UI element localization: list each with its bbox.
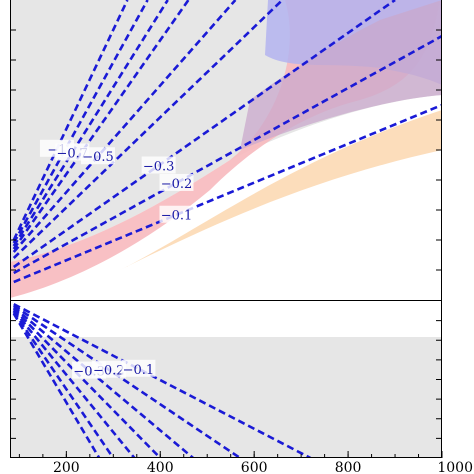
upper-contour-line-5 [12, 0, 284, 259]
lower-contour-label-5: −0.2 [93, 364, 125, 379]
upper-contour-line-4 [12, 0, 237, 253]
x-tick-label-1000: 1000 [437, 460, 473, 474]
upper-contour-label-4: −0.5 [82, 150, 114, 165]
upper-contour-line-6 [13, 0, 396, 269]
lower-contour-label-bg-5 [91, 360, 126, 378]
lower-white-strip [10, 301, 442, 337]
lower-gray-region [10, 337, 442, 458]
lower-contour-line-6 [13, 302, 312, 458]
lower-contour-line-1 [12, 311, 115, 458]
x-tick-label-400: 400 [147, 460, 174, 474]
series-layer [12, 0, 442, 458]
x-tick-label-800: 800 [335, 460, 362, 474]
lower-contour-line-3 [12, 307, 162, 458]
upper-contour-line-8 [13, 103, 442, 284]
tick-layer: 200 400 600 800 1000 [10, 29, 473, 474]
upper-contour-label-6: −0.3 [143, 160, 175, 175]
upper-contour-label-8: −0.1 [161, 209, 193, 224]
upper-mauve-band [240, 0, 442, 150]
lower-contour-line-2 [12, 309, 136, 458]
upper-contour-label-bg-8 [159, 205, 194, 223]
lower-contour-line-5 [13, 304, 241, 458]
lower-panel-fills [10, 301, 442, 458]
upper-contour-line-0 [12, 0, 129, 241]
upper-contour-line-1 [12, 0, 149, 244]
lower-series-group [12, 302, 312, 458]
upper-contour-label-bg-2 [55, 143, 90, 161]
upper-series-group [12, 0, 442, 284]
x-tick-label-600: 600 [241, 460, 268, 474]
upper-orange-band [120, 110, 442, 270]
upper-contour-label-bg-7 [159, 173, 194, 191]
upper-contour-label-7: −0.2 [161, 177, 193, 192]
upper-contour-label-bg-6 [141, 156, 176, 174]
upper-contour-label-bg-4 [80, 147, 115, 165]
lower-contour-label-bg-6 [121, 359, 156, 377]
lower-contour-line-4 [12, 306, 194, 458]
lower-contour-label-6: −0.1 [123, 363, 155, 378]
label-layer: −1−0.7−0.5−0.3−0.2−0.1−0.3−0.2−0.1 [39, 139, 194, 380]
upper-contour-line-2 [12, 0, 169, 247]
lower-contour-line-0 [12, 312, 101, 458]
upper-panel-fills [10, 0, 442, 298]
x-tick-label-200: 200 [53, 460, 80, 474]
upper-contour-line-3 [12, 0, 190, 250]
upper-contour-line-7 [13, 34, 442, 275]
upper-contour-label-2: −0.7 [56, 147, 88, 162]
